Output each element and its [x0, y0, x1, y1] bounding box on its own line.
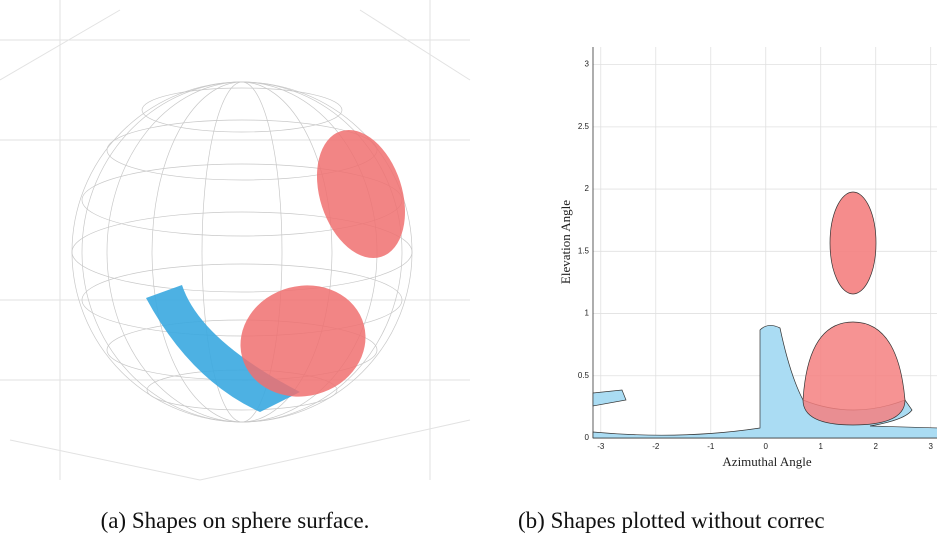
red-region — [830, 192, 876, 294]
red-region — [803, 322, 905, 425]
x-tick-label: -3 — [597, 442, 605, 451]
x-tick-label: -1 — [707, 442, 715, 451]
y-tick-label: 2.5 — [578, 122, 590, 131]
y-tick-label: 3 — [585, 60, 590, 69]
y-tick-label: 0.5 — [578, 371, 590, 380]
x-tick-label: 1 — [819, 442, 824, 451]
x-tick-label: -2 — [652, 442, 660, 451]
blue-region — [593, 390, 626, 406]
y-tick-label: 1 — [585, 309, 590, 318]
plot-shapes — [593, 192, 937, 438]
x-axis-label: Azimuthal Angle — [722, 454, 811, 469]
y-tick-label: 0 — [585, 433, 590, 442]
caption: (b) Shapes plotted without correc — [518, 508, 825, 533]
red-patch — [302, 119, 421, 270]
page: {"subfigure_a": {"caption": "(a) Shapes … — [0, 0, 937, 538]
y-axis-label: Elevation Angle — [558, 200, 573, 284]
figure: -3 -2 -1 0 1 2 3 0 0.5 1 1.5 2 2.5 3 (a) Shapes on sp… — [0, 0, 937, 538]
y-tick-label: 2 — [585, 184, 590, 193]
sphere-scene — [0, 0, 470, 480]
x-tick-label: 3 — [928, 442, 933, 451]
caption: (a) Shapes on sphere surface. — [101, 508, 370, 533]
x-tick-label: 2 — [873, 442, 878, 451]
y-tick-label: 1.5 — [578, 246, 590, 255]
x-tick-label: 0 — [764, 442, 769, 451]
